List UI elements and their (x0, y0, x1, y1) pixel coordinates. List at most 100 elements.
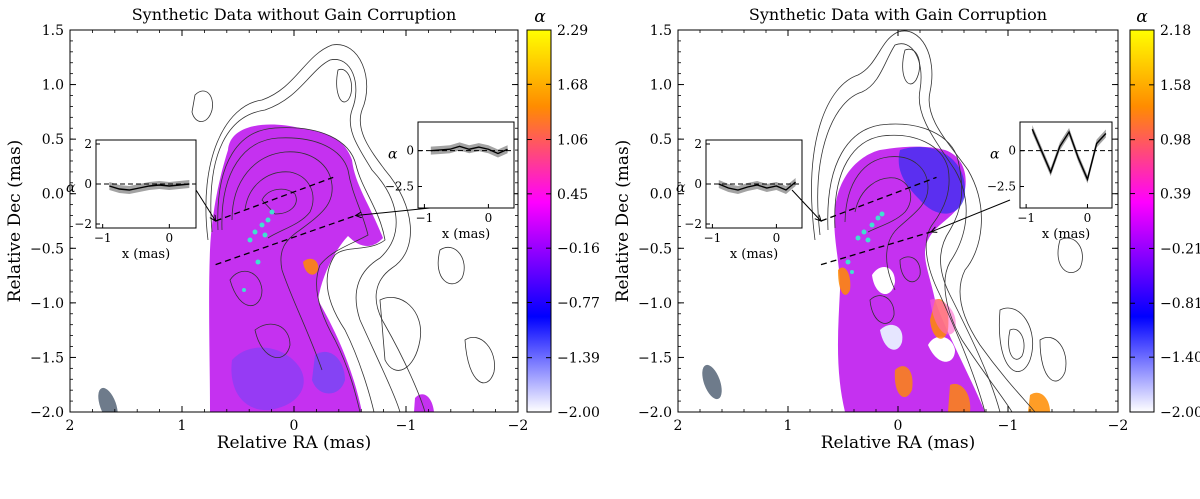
colorbar-tick-label: −1.40 (1160, 350, 1200, 366)
inset-frame (417, 121, 515, 209)
right-inset-left: −1 0 2 0 −2 α x (mas) (676, 137, 821, 262)
x-tick-label: −2 (1108, 418, 1129, 434)
inset-y-tick-label: 2 (694, 137, 702, 151)
left-x-axis: 2 1 0 −1 −2 (66, 30, 529, 434)
colorbar-tick-label: 0.45 (557, 187, 588, 203)
y-tick-label: −0.5 (30, 241, 64, 257)
right-map (702, 30, 1083, 412)
slice-line (820, 231, 932, 266)
left-map (98, 44, 495, 412)
inset-x-tick-label: −1 (1017, 211, 1035, 225)
right-y-axis: 1.5 1.0 0.5 0.0 −0.5 −1.0 −1.5 −2.0 (638, 23, 1118, 421)
left-alpha-patch-bottom (414, 394, 434, 412)
right-markers (845, 211, 885, 274)
left-y-axis: 1.5 1.0 0.5 0.0 −0.5 −1.0 −1.5 −2.0 (30, 23, 518, 421)
right-panel: Synthetic Data with Gain Corruption (613, 5, 1200, 453)
inset-x-tick-label: 0 (1084, 211, 1092, 225)
inset-y-tick-label: 0 (84, 177, 92, 191)
x-tick-label: 2 (66, 418, 75, 434)
right-alpha-patch-mid (930, 299, 956, 335)
inset-y-tick-label: −2 (74, 217, 92, 231)
colorbar-tick-label: 1.68 (557, 77, 588, 93)
colorbar-tick-label: −0.21 (1160, 241, 1200, 257)
right-alpha-patch-bottom (1028, 392, 1050, 412)
y-tick-label: −1.0 (30, 296, 64, 312)
y-tick-label: −1.5 (30, 350, 64, 366)
colorbar-tick-label: −0.77 (557, 295, 600, 311)
right-alpha-white2 (928, 336, 955, 362)
inset-x-tick-label: 0 (166, 231, 174, 245)
right-colorbar-label: α (1136, 7, 1148, 27)
inset-y-tick-label: −2.5 (385, 180, 414, 194)
right-alpha-white3 (880, 324, 903, 350)
inset-ylabel: α (990, 147, 1000, 163)
inset-x-tick-label: 0 (485, 211, 493, 225)
inset-profile-line (718, 181, 797, 191)
inset-y-tick-label: 2 (84, 137, 92, 151)
slice-line (820, 176, 937, 222)
right-inset-right: −1 0 0 −2.5 α x (mas) (931, 121, 1113, 242)
left-inset-right: −1 0 0 −2.5 α x (mas) (356, 121, 515, 242)
left-alpha-emission (209, 124, 383, 412)
inset-x-tick-label: −1 (416, 211, 434, 225)
y-tick-label: −1.5 (638, 350, 672, 366)
left-colorbar-ticks: 2.29 1.68 1.06 0.45 −0.16 −0.77 −1.39 −2.00 (527, 23, 600, 421)
colorbar-tick-label: 1.58 (1160, 78, 1191, 94)
inset-x-tick-label: −1 (94, 231, 112, 245)
inset-ylabel: α (388, 147, 398, 163)
inset-arrow (356, 207, 431, 216)
colorbar-tick-label: 0.98 (1160, 133, 1191, 149)
left-ylabel: Relative Dec (mas) (5, 140, 25, 303)
x-tick-label: 0 (290, 418, 299, 434)
inset-xlabel: x (mas) (442, 227, 490, 242)
x-tick-label: 1 (178, 418, 187, 434)
colorbar-tick-label: −0.16 (557, 241, 600, 257)
right-alpha-orange3 (894, 366, 913, 398)
right-xlabel: Relative RA (mas) (821, 433, 976, 453)
inset-x-tick-label: 0 (773, 231, 781, 245)
y-tick-label: 1.5 (42, 23, 64, 39)
left-title: Synthetic Data without Gain Corruption (132, 5, 457, 24)
inset-x-tick-label: −1 (704, 231, 722, 245)
colorbar-tick-label: −2.00 (557, 405, 600, 421)
y-tick-label: −1.0 (638, 296, 672, 312)
inset-ylabel: α (676, 180, 686, 196)
right-ylabel: Relative Dec (mas) (613, 140, 633, 303)
left-xlabel: Relative RA (mas) (217, 433, 372, 453)
left-inset-left: −1 0 2 0 −2 α x (mas) (66, 137, 216, 262)
inset-y-tick-label: 0 (694, 177, 702, 191)
y-tick-label: 0.5 (42, 132, 64, 148)
colorbar-tick-label: 1.06 (557, 133, 588, 149)
right-contours (811, 30, 1083, 412)
right-title: Synthetic Data with Gain Corruption (749, 5, 1047, 24)
inset-xlabel: x (mas) (730, 247, 778, 262)
inset-y-tick-label: 0 (1008, 144, 1016, 158)
y-tick-label: −2.0 (638, 405, 672, 421)
left-panel: Synthetic Data without Gain Corruption (5, 5, 600, 453)
slice-line (215, 214, 356, 266)
right-slices (820, 176, 937, 266)
colorbar-tick-label: −1.39 (557, 351, 600, 367)
inset-xlabel: x (mas) (1042, 227, 1090, 242)
left-alpha-patch-orange (303, 258, 319, 275)
left-contours (191, 44, 495, 412)
right-colorbar-ticks: 2.18 1.58 0.98 0.39 −0.21 −0.81 −1.40 −2.00 (1130, 23, 1200, 421)
right-beam (702, 364, 722, 400)
inset-arrow (791, 189, 821, 221)
left-slices (215, 176, 356, 266)
y-tick-label: 1.0 (42, 78, 64, 94)
slice-line (215, 176, 334, 222)
colorbar-tick-label: 2.18 (1160, 23, 1191, 39)
y-tick-label: 0.0 (42, 187, 64, 203)
inset-y-tick-label: −2.5 (987, 180, 1016, 194)
inset-profile-line (1031, 128, 1107, 182)
left-markers (242, 209, 275, 292)
inset-ylabel: α (66, 180, 76, 196)
inset-profile-band (1032, 125, 1106, 184)
inset-profile-line (430, 145, 508, 155)
colorbar-tick-label: −2.00 (1160, 405, 1200, 421)
x-tick-label: −2 (508, 418, 529, 434)
inset-arrow (931, 199, 1011, 232)
